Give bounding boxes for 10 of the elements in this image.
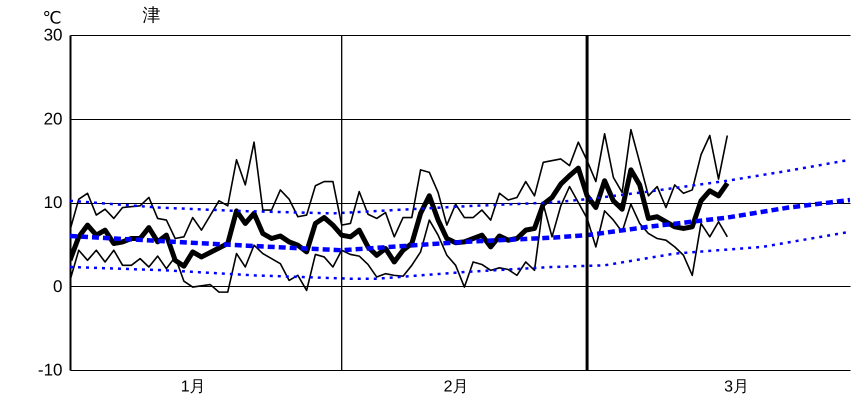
x-tick-label: 3月 bbox=[724, 378, 750, 396]
chart-title: 津 bbox=[142, 5, 160, 25]
y-tick-label: 30 bbox=[44, 26, 62, 44]
x-tick-label: 1月 bbox=[180, 378, 206, 396]
x-tick-label: 2月 bbox=[444, 378, 469, 396]
y-tick-label: 0 bbox=[53, 276, 62, 296]
y-axis-title: ℃ bbox=[42, 8, 62, 28]
y-tick-label: 20 bbox=[44, 109, 62, 128]
y-tick-label: 10 bbox=[44, 193, 62, 212]
y-tick-label: -10 bbox=[38, 360, 62, 380]
